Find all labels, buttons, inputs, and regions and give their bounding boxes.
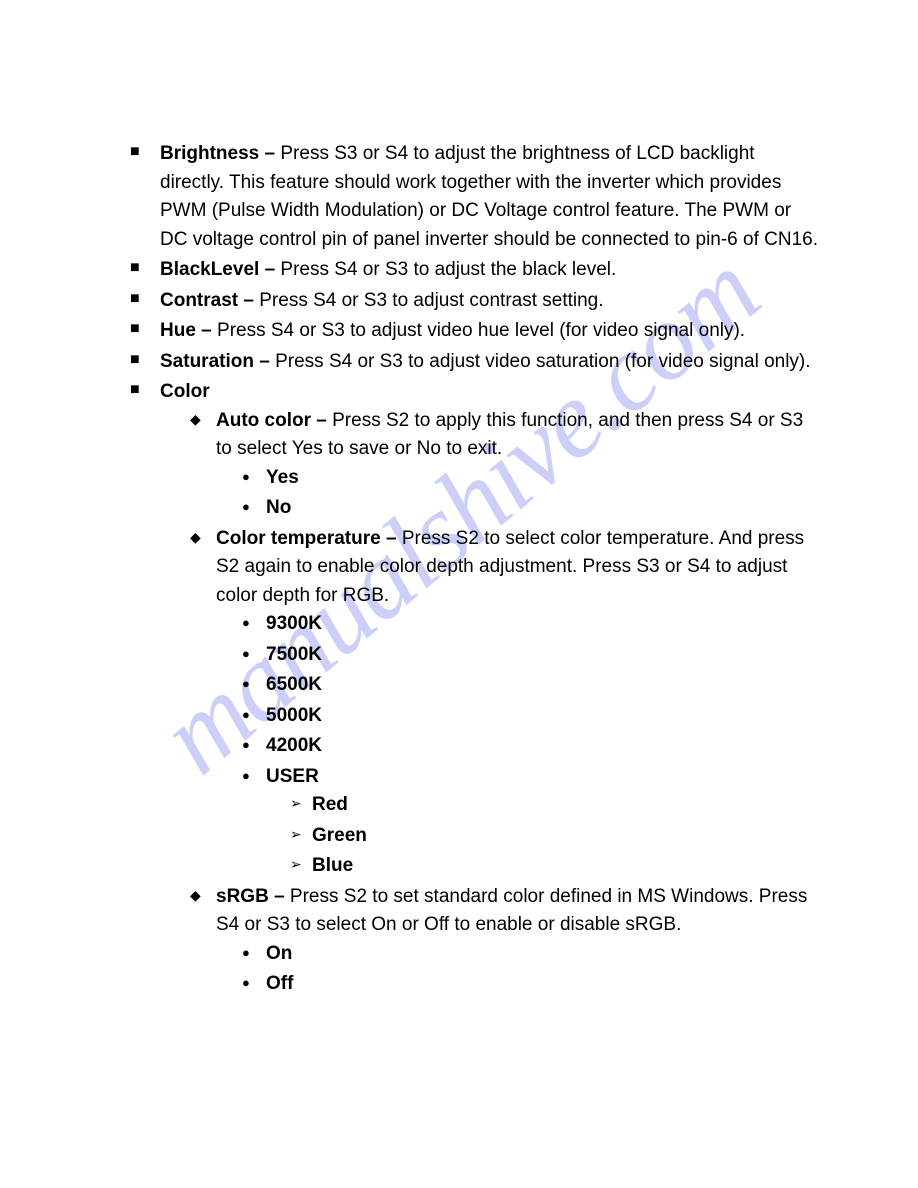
color-temp-options: 9300K 7500K 6500K 5000K 4200K USER Red G… xyxy=(216,610,818,881)
item-text: Press S2 to set standard color defined i… xyxy=(216,886,807,936)
item-contrast: Contrast – Press S4 or S3 to adjust cont… xyxy=(130,287,818,316)
item-title: Auto color – xyxy=(216,410,327,431)
auto-color-options: Yes No xyxy=(216,464,818,523)
option-label: 6500K xyxy=(266,674,322,695)
item-title: Saturation – xyxy=(160,351,270,372)
option-label: 7500K xyxy=(266,644,322,665)
srgb-options: On Off xyxy=(216,940,818,999)
item-brightness: Brightness – Press S3 or S4 to adjust th… xyxy=(130,140,818,254)
item-auto-color: Auto color – Press S2 to apply this func… xyxy=(190,407,818,523)
item-color-temperature: Color temperature – Press S2 to select c… xyxy=(190,525,818,881)
item-saturation: Saturation – Press S4 or S3 to adjust vi… xyxy=(130,348,818,377)
option-no: No xyxy=(242,494,818,523)
item-text: Press S4 or S3 to adjust video hue level… xyxy=(217,320,745,341)
document-page: manualshive.com Brightness – Press S3 or… xyxy=(0,0,918,1061)
item-title: Color temperature – xyxy=(216,528,397,549)
option-label: Off xyxy=(266,973,293,994)
option-9300k: 9300K xyxy=(242,610,818,639)
option-label: 9300K xyxy=(266,613,322,634)
option-yes: Yes xyxy=(242,464,818,493)
option-red: Red xyxy=(290,791,818,820)
option-label: Yes xyxy=(266,467,299,488)
item-color: Color Auto color – Press S2 to apply thi… xyxy=(130,378,818,999)
option-label: Blue xyxy=(312,855,353,876)
option-on: On xyxy=(242,940,818,969)
option-label: 5000K xyxy=(266,705,322,726)
item-blacklevel: BlackLevel – Press S4 or S3 to adjust th… xyxy=(130,256,818,285)
option-green: Green xyxy=(290,822,818,851)
item-title: BlackLevel – xyxy=(160,259,275,280)
color-sublist: Auto color – Press S2 to apply this func… xyxy=(160,407,818,999)
option-user: USER Red Green Blue xyxy=(242,763,818,881)
item-title: Contrast – xyxy=(160,290,254,311)
item-srgb: sRGB – Press S2 to set standard color de… xyxy=(190,883,818,999)
user-rgb-options: Red Green Blue xyxy=(266,791,818,881)
option-5000k: 5000K xyxy=(242,702,818,731)
option-7500k: 7500K xyxy=(242,641,818,670)
item-hue: Hue – Press S4 or S3 to adjust video hue… xyxy=(130,317,818,346)
option-off: Off xyxy=(242,970,818,999)
item-title: sRGB – xyxy=(216,886,285,907)
option-label: On xyxy=(266,943,292,964)
option-6500k: 6500K xyxy=(242,671,818,700)
option-4200k: 4200K xyxy=(242,732,818,761)
item-title: Hue – xyxy=(160,320,212,341)
option-label: USER xyxy=(266,766,319,787)
item-title: Color xyxy=(160,381,210,402)
option-label: Red xyxy=(312,794,348,815)
item-text: Press S4 or S3 to adjust the black level… xyxy=(280,259,616,280)
option-label: No xyxy=(266,497,291,518)
item-title: Brightness – xyxy=(160,143,275,164)
item-text: Press S4 or S3 to adjust contrast settin… xyxy=(259,290,603,311)
option-blue: Blue xyxy=(290,852,818,881)
option-label: 4200K xyxy=(266,735,322,756)
item-text: Press S4 or S3 to adjust video saturatio… xyxy=(275,351,810,372)
option-label: Green xyxy=(312,825,367,846)
level1-list: Brightness – Press S3 or S4 to adjust th… xyxy=(130,140,818,999)
